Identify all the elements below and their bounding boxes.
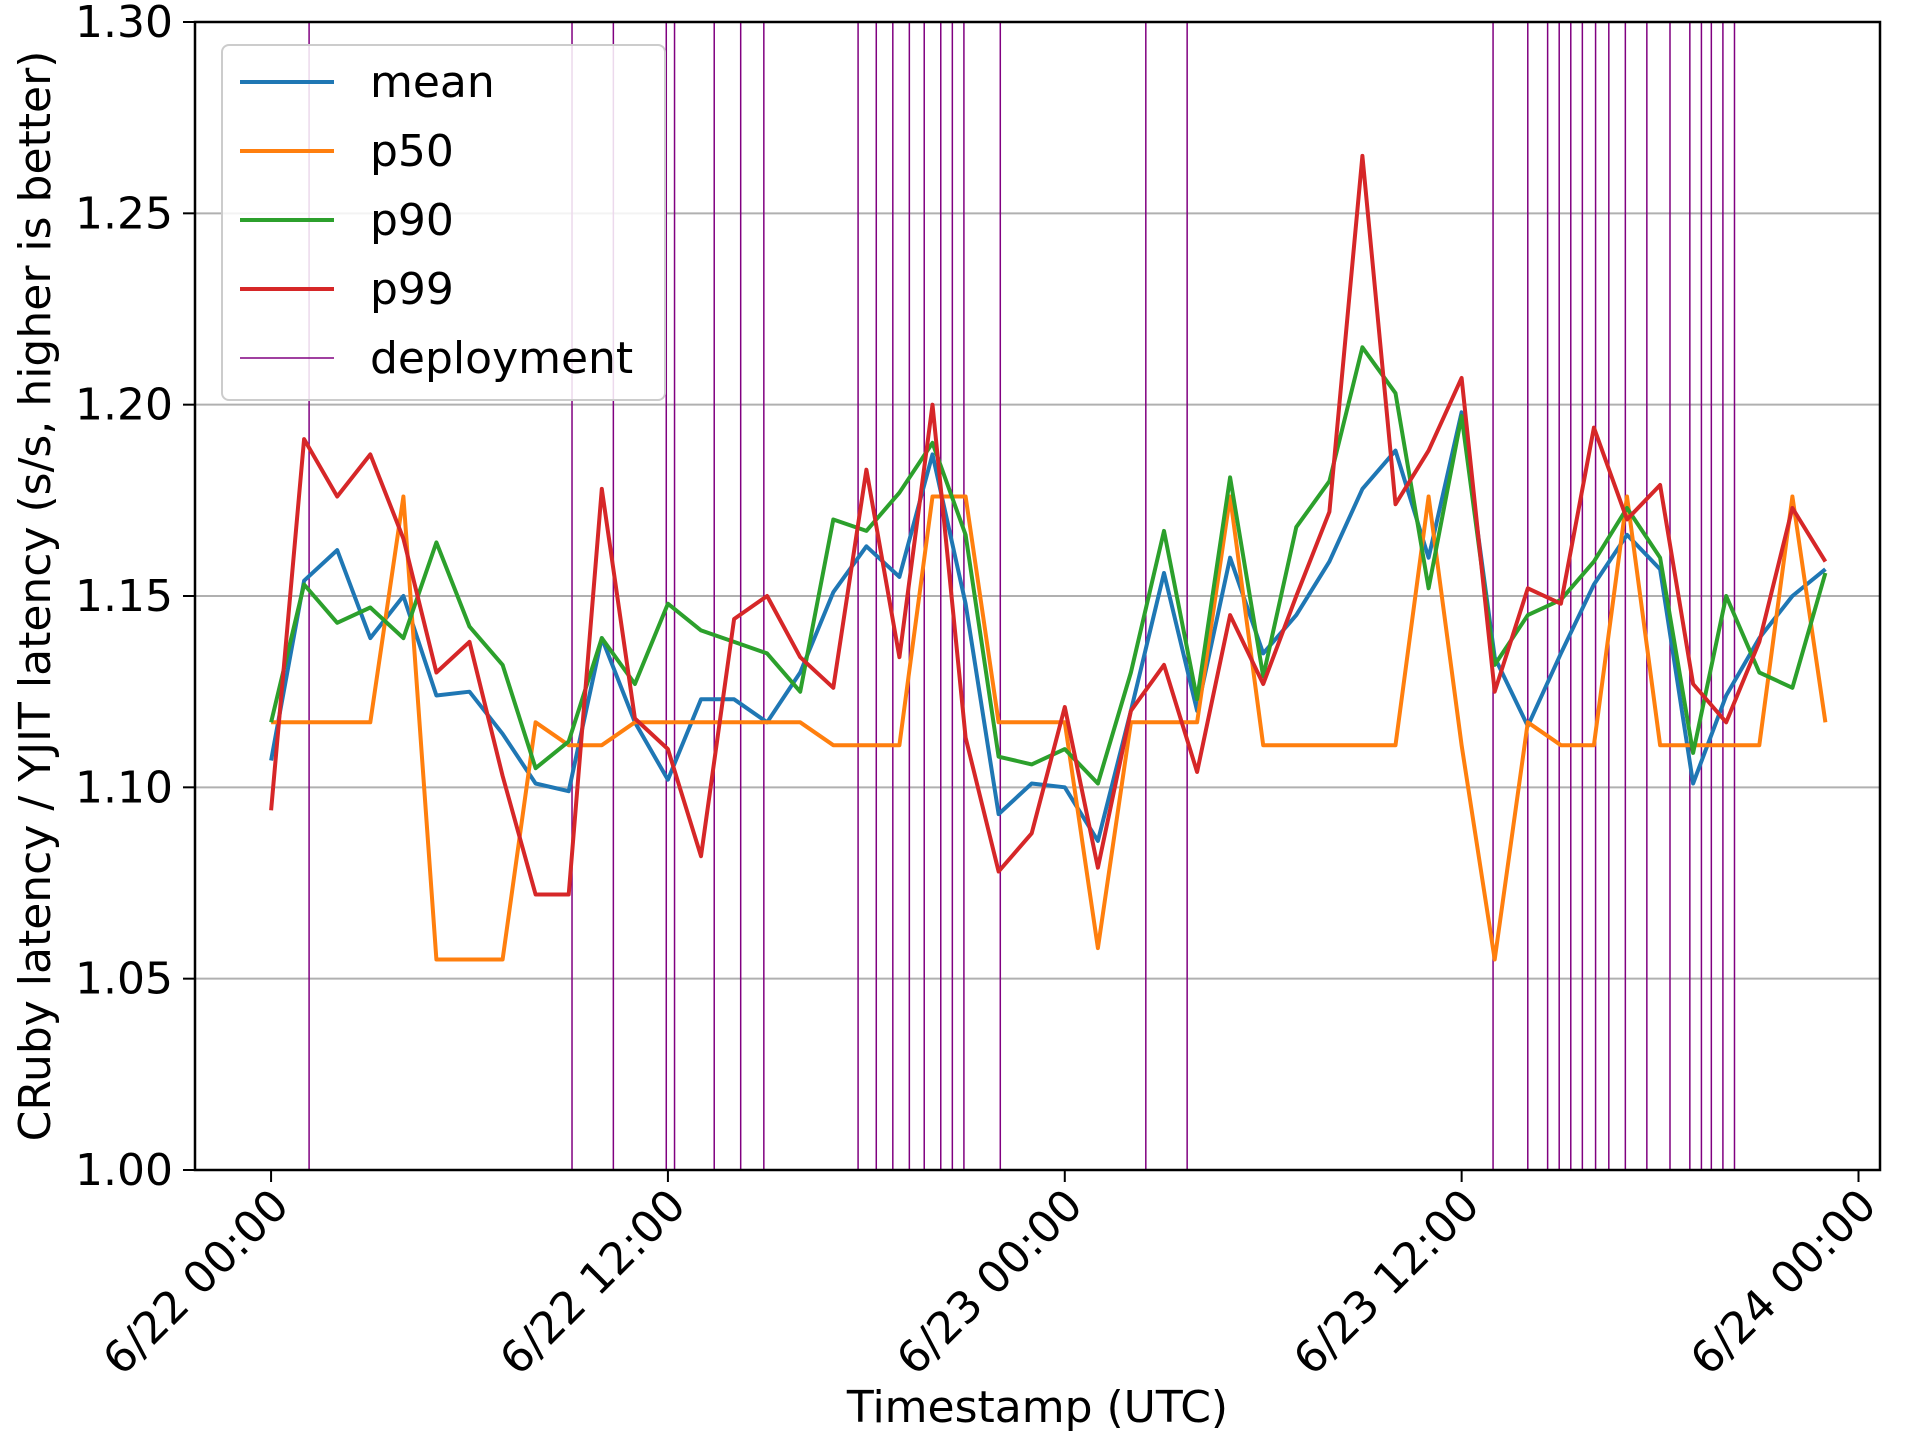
legend-label-p99: p99 <box>370 264 454 315</box>
x-axis-label: Timestamp (UTC) <box>846 1382 1228 1433</box>
series-lines <box>269 153 1828 962</box>
series-line-p90 <box>269 345 1828 786</box>
legend: mean p50 p90 p99 deployment <box>221 44 666 401</box>
y-tick-label: 1.30 <box>75 0 173 48</box>
legend-label-deployment: deployment <box>370 333 633 384</box>
x-tick-label: 6/22 00:00 <box>93 1180 298 1385</box>
y-tick-label: 1.05 <box>75 954 173 1005</box>
y-axis: 1.00 1.05 1.10 1.15 1.20 1.25 1.30 <box>75 0 195 1196</box>
series-line-p99 <box>269 153 1828 897</box>
legend-box <box>221 44 666 401</box>
y-tick-label: 1.10 <box>75 762 173 813</box>
y-tick-label: 1.20 <box>75 380 173 431</box>
legend-label-mean: mean <box>370 57 495 108</box>
legend-label-p50: p50 <box>370 126 454 177</box>
x-tick-label: 6/23 12:00 <box>1284 1180 1489 1385</box>
legend-label-p90: p90 <box>370 195 454 246</box>
x-axis: 6/22 00:00 6/22 12:00 6/23 00:00 6/23 12:00… <box>93 1170 1886 1385</box>
y-axis-label: CRuby latency / YJIT latency (s/s, highe… <box>10 51 61 1142</box>
y-tick-label: 1.25 <box>75 188 173 239</box>
x-tick-label: 6/22 12:00 <box>490 1180 695 1385</box>
y-tick-label: 1.15 <box>75 571 173 622</box>
y-tick-label: 1.00 <box>75 1145 173 1196</box>
x-tick-label: 6/23 00:00 <box>887 1180 1092 1385</box>
series-line-p50 <box>271 494 1828 962</box>
x-tick-label: 6/24 00:00 <box>1681 1180 1886 1385</box>
